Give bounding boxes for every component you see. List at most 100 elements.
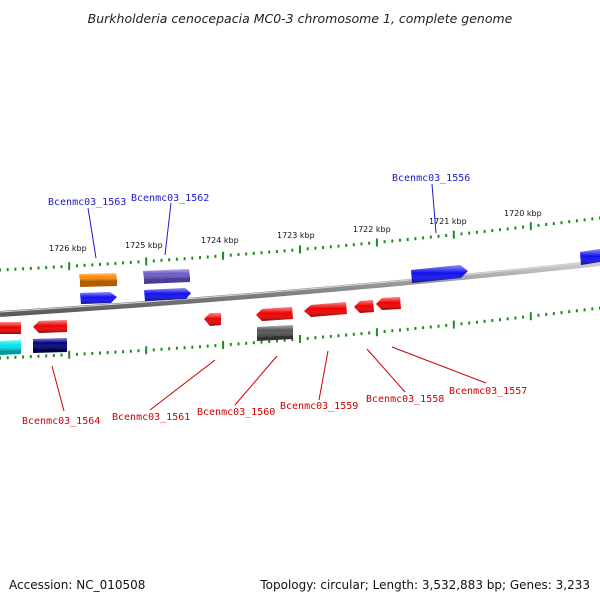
minor-tick xyxy=(361,242,363,245)
minor-tick xyxy=(414,327,416,330)
minor-tick xyxy=(353,333,355,336)
gene-label[interactable]: Bcenmc03_1562 xyxy=(131,193,209,204)
minor-tick xyxy=(245,253,247,256)
minor-tick xyxy=(476,321,478,324)
minor-tick xyxy=(568,310,570,313)
minor-tick xyxy=(253,252,255,255)
minor-tick xyxy=(430,326,432,329)
minor-tick xyxy=(168,258,170,261)
minor-tick xyxy=(422,236,424,239)
gene-feature[interactable] xyxy=(144,288,191,301)
minor-tick xyxy=(407,238,409,241)
minor-tick xyxy=(368,242,370,245)
minor-tick xyxy=(353,243,355,246)
minor-tick xyxy=(38,355,40,358)
gene-feature[interactable] xyxy=(33,320,67,333)
minor-tick xyxy=(7,268,9,271)
minor-tick xyxy=(330,245,332,248)
minor-tick xyxy=(7,356,9,359)
major-tick xyxy=(299,335,301,343)
gene-feature[interactable] xyxy=(376,297,401,310)
gene-label[interactable]: Bcenmc03_1556 xyxy=(392,173,470,184)
minor-tick xyxy=(461,232,463,235)
minor-tick xyxy=(276,250,278,253)
minor-tick xyxy=(199,345,201,348)
minor-tick xyxy=(345,244,347,247)
kbp-label: 1723 kbp xyxy=(277,231,315,240)
minor-tick xyxy=(99,352,101,355)
gene-label[interactable]: Bcenmc03_1563 xyxy=(48,197,126,208)
major-tick xyxy=(68,262,70,270)
gene-feature[interactable] xyxy=(304,302,347,317)
gene-feature[interactable] xyxy=(354,300,374,313)
gene-feature[interactable] xyxy=(79,273,117,287)
genome-map: Burkholderia cenocepacia MC0-3 chromosom… xyxy=(0,0,600,600)
gene-label[interactable]: Bcenmc03_1559 xyxy=(280,401,358,412)
minor-tick xyxy=(14,356,16,359)
minor-tick xyxy=(268,340,270,343)
minor-tick xyxy=(584,218,586,221)
minor-tick xyxy=(414,237,416,240)
minor-tick xyxy=(499,228,501,231)
minor-tick xyxy=(491,229,493,232)
kbp-label: 1720 kbp xyxy=(504,209,542,218)
gene-feature[interactable] xyxy=(143,269,190,284)
leader-line xyxy=(88,208,96,258)
minor-tick xyxy=(584,308,586,311)
major-tick xyxy=(299,246,301,254)
gene-label[interactable]: Bcenmc03_1564 xyxy=(22,416,100,427)
gene-label[interactable]: Bcenmc03_1561 xyxy=(112,412,190,423)
minor-tick xyxy=(138,349,140,352)
major-tick xyxy=(145,257,147,265)
minor-tick xyxy=(507,227,509,230)
map-title: Burkholderia cenocepacia MC0-3 chromosom… xyxy=(88,11,513,26)
minor-tick xyxy=(38,267,40,270)
minor-tick xyxy=(507,317,509,320)
minor-tick xyxy=(361,332,363,335)
minor-tick xyxy=(391,329,393,332)
minor-tick xyxy=(314,247,316,250)
gene-feature[interactable] xyxy=(0,322,21,334)
minor-tick xyxy=(322,246,324,249)
gene-feature[interactable] xyxy=(80,292,117,304)
minor-tick xyxy=(384,330,386,333)
minor-tick xyxy=(438,325,440,328)
minor-tick xyxy=(476,231,478,234)
major-tick xyxy=(530,222,532,230)
minor-tick xyxy=(484,320,486,323)
minor-tick xyxy=(153,348,155,351)
minor-tick xyxy=(253,341,255,344)
gene-feature[interactable] xyxy=(33,338,67,353)
minor-tick xyxy=(114,351,116,354)
minor-tick xyxy=(461,322,463,325)
minor-tick xyxy=(207,345,209,348)
minor-tick xyxy=(122,261,124,264)
gene-label[interactable]: Bcenmc03_1558 xyxy=(366,394,444,405)
gene-feature[interactable] xyxy=(0,340,21,355)
minor-tick xyxy=(561,221,563,224)
minor-tick xyxy=(14,268,16,271)
minor-tick xyxy=(84,352,86,355)
minor-tick xyxy=(430,236,432,239)
minor-tick xyxy=(514,227,516,230)
major-tick xyxy=(376,328,378,336)
minor-tick xyxy=(61,265,63,268)
minor-tick xyxy=(214,344,216,347)
gene-feature[interactable] xyxy=(257,325,293,341)
minor-tick xyxy=(22,356,24,359)
gene-feature[interactable] xyxy=(204,313,221,326)
gene-feature[interactable] xyxy=(256,307,293,321)
minor-tick xyxy=(291,249,293,252)
gene-label[interactable]: Bcenmc03_1557 xyxy=(449,386,527,397)
minor-tick xyxy=(514,317,516,320)
minor-tick xyxy=(184,257,186,260)
minor-tick xyxy=(399,329,401,332)
minor-tick xyxy=(199,256,201,259)
minor-tick xyxy=(84,264,86,267)
gene-label[interactable]: Bcenmc03_1560 xyxy=(197,407,275,418)
minor-tick xyxy=(538,314,540,317)
minor-tick xyxy=(553,312,555,315)
minor-tick xyxy=(0,357,1,360)
kbp-label: 1725 kbp xyxy=(125,241,163,250)
minor-tick xyxy=(245,342,247,345)
